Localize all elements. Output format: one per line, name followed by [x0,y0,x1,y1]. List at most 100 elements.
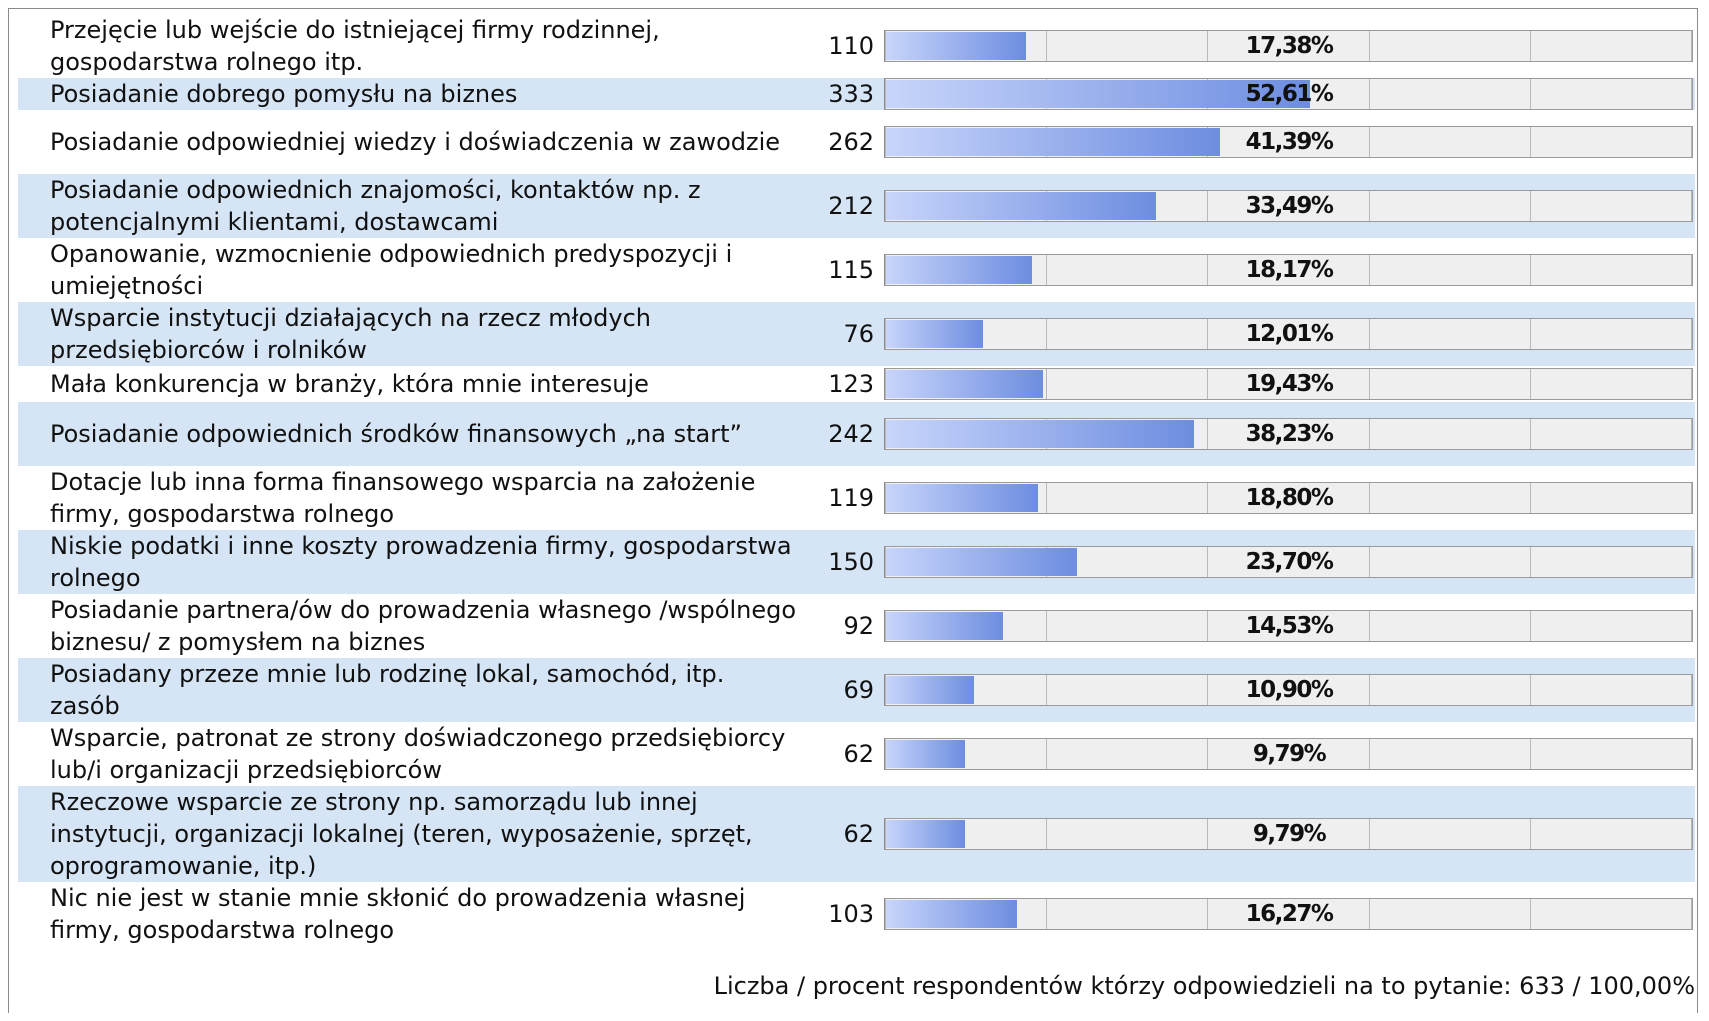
grid-line [1529,79,1531,109]
grid-line [1046,611,1048,641]
bar [886,370,1043,398]
grid-line [1691,255,1692,285]
frame [8,8,1698,1013]
grid-line [885,611,886,641]
grid-line [1368,675,1370,705]
grid-line [885,675,886,705]
grid-line [1691,31,1692,61]
grid-line [1207,547,1209,577]
answer-label: Niskie podatki i inne koszty prowadzenia… [50,532,792,592]
grid-line [885,255,886,285]
bar [886,484,1038,512]
grid-line [1046,319,1048,349]
bar-track: 9,79% [884,738,1693,770]
result-row: Posiadanie partnera/ów do prowadzenia wł… [18,594,1695,658]
footer: Liczba / procent respondentów którzy odp… [713,972,1695,1000]
result-row: Nic nie jest w stanie mnie skłonić do pr… [18,882,1695,946]
bar [886,128,1220,156]
grid-line [1368,79,1370,109]
grid-line [885,419,886,449]
answer-label: Posiadanie partnera/ów do prowadzenia wł… [50,596,797,656]
grid-line [1046,483,1048,513]
grid-line [885,31,886,61]
count-label: 62 [843,740,874,768]
grid-line [885,483,886,513]
bar [886,80,1311,108]
grid-line [1691,79,1692,109]
value-label: 18,17% [1245,257,1334,283]
answer-label: Opanowanie, wzmocnienie odpowiednich pre… [50,240,733,300]
value-label: 52,61% [1245,81,1334,107]
result-row: Rzeczowe wsparcie ze strony np. samorząd… [18,786,1695,882]
bar-track: 17,38% [884,30,1693,62]
answer-label: Posiadanie dobrego pomysłu na biznes [50,80,518,108]
grid-line [1691,899,1692,929]
value-label: 9,79% [1252,741,1327,767]
count-label: 69 [843,676,874,704]
grid-line [1368,899,1370,929]
grid-line [885,79,886,109]
grid-line [1529,419,1531,449]
count-label: 62 [843,820,874,848]
grid-line [1207,31,1209,61]
grid-line [1529,675,1531,705]
bar-track: 18,80% [884,482,1693,514]
bar-track: 19,43% [884,368,1693,400]
grid-line [1529,369,1531,399]
grid-line [885,127,886,157]
grid-line [1046,819,1048,849]
grid-line [1207,191,1209,221]
grid-line [1529,547,1531,577]
grid-line [885,819,886,849]
count-label: 333 [828,80,874,108]
result-row: Przejęcie lub wejście do istniejącej fir… [18,14,1695,78]
answer-label: Dotacje lub inna forma finansowego wspar… [50,468,756,528]
bar-track: 14,53% [884,610,1693,642]
grid-line [1207,255,1209,285]
bar-track: 10,90% [884,674,1693,706]
grid-line [1529,819,1531,849]
bar-track: 33,49% [884,190,1693,222]
result-row: Posiadanie odpowiedniej wiedzy i doświad… [18,110,1695,174]
answer-label: Wsparcie instytucji działających na rzec… [50,304,652,364]
bar [886,256,1033,284]
count-label: 119 [828,484,874,512]
bar-track: 12,01% [884,318,1693,350]
grid-line [1368,419,1370,449]
grid-line [885,899,886,929]
bar [886,676,974,704]
count-label: 150 [828,548,874,576]
bar [886,820,965,848]
grid-line [1368,319,1370,349]
grid-line [1529,899,1531,929]
bar [886,420,1195,448]
count-label: 123 [828,370,874,398]
value-label: 33,49% [1245,193,1334,219]
bar-track: 52,61% [884,78,1693,110]
answer-label: Posiadanie odpowiednich środków finansow… [50,420,742,448]
grid-line [1207,483,1209,513]
bar [886,32,1027,60]
grid-line [1368,255,1370,285]
bar [886,900,1018,928]
grid-line [1368,547,1370,577]
value-label: 9,79% [1252,821,1327,847]
bar [886,192,1156,220]
grid-line [1368,739,1370,769]
grid-line [1207,319,1209,349]
result-row: Posiadanie odpowiednich środków finansow… [18,402,1695,466]
grid-line [1046,369,1048,399]
value-label: 38,23% [1245,421,1334,447]
bar-track: 16,27% [884,898,1693,930]
answer-label: Mała konkurencja w branży, która mnie in… [50,370,649,398]
grid-line [1691,127,1692,157]
grid-line [1368,31,1370,61]
grid-line [1691,819,1692,849]
grid-line [1529,31,1531,61]
grid-line [1691,369,1692,399]
grid-line [1368,369,1370,399]
grid-line [1368,611,1370,641]
grid-line [1368,191,1370,221]
grid-line [1691,675,1692,705]
